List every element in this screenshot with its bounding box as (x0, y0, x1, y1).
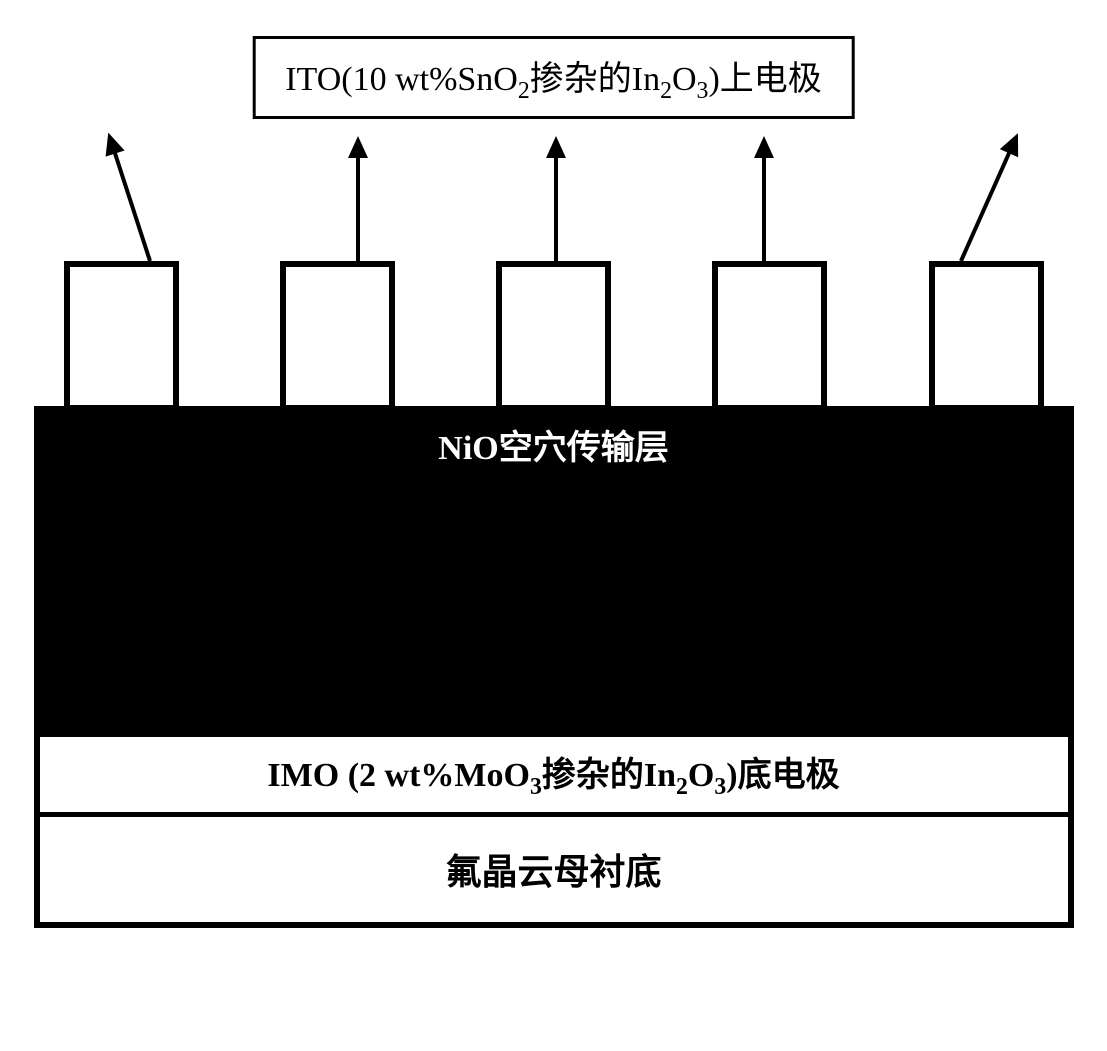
imo-bottom-electrode-layer: IMO (2 wt%MoO3掺杂的In2O3)底电极 (40, 737, 1068, 817)
top-electrode-4 (712, 261, 827, 411)
arrow-head-icon (1000, 129, 1027, 157)
layer-stack: NiO空穴传输层 IMO (2 wt%MoO3掺杂的In2O3)底电极 氟晶云母… (34, 406, 1074, 928)
arrows-group (34, 121, 1074, 261)
nio-hole-transport-layer: NiO空穴传输层 (40, 412, 1068, 482)
arrow-1 (108, 136, 152, 261)
arrow-head-icon (754, 136, 774, 158)
top-electrodes-row (34, 261, 1074, 411)
device-schematic: ITO(10 wt%SnO2掺杂的In2O3)上电极 (34, 36, 1074, 1016)
top-electrode-label: ITO(10 wt%SnO2掺杂的In2O3)上电极 (285, 61, 822, 98)
absorber-layer (40, 482, 1068, 737)
imo-label: IMO (2 wt%MoO3掺杂的In2O3)底电极 (267, 747, 839, 801)
arrow-head-icon (546, 136, 566, 158)
arrow-4 (762, 141, 766, 261)
top-electrode-1 (64, 261, 179, 411)
arrow-head-icon (99, 129, 125, 156)
top-electrode-3 (496, 261, 611, 411)
arrow-3 (554, 141, 558, 261)
arrow-2 (356, 141, 360, 261)
arrow-5 (959, 136, 1018, 261)
top-electrode-2 (280, 261, 395, 411)
arrow-head-icon (348, 136, 368, 158)
mica-substrate-layer: 氟晶云母衬底 (40, 817, 1068, 922)
top-electrode-5 (929, 261, 1044, 411)
top-electrode-label-box: ITO(10 wt%SnO2掺杂的In2O3)上电极 (252, 36, 855, 120)
